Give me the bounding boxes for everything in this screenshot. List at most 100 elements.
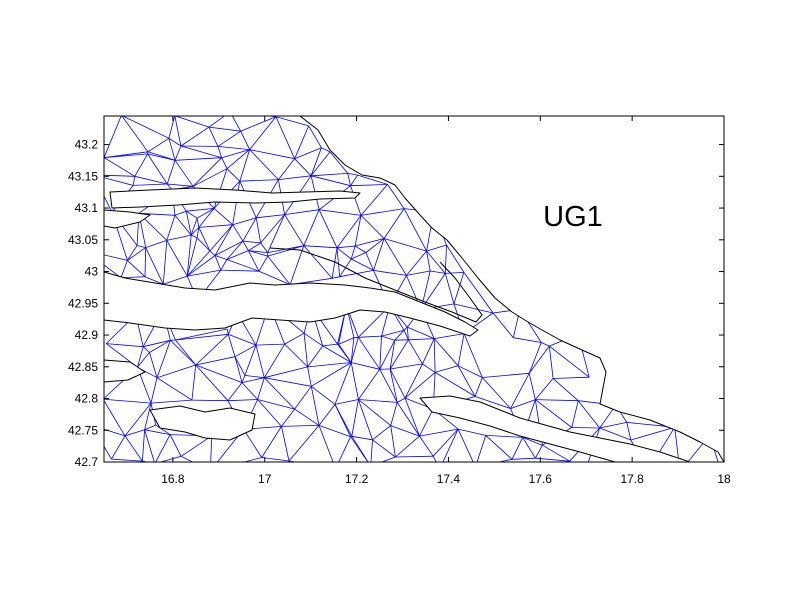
mesh-edge — [389, 368, 406, 399]
mesh-edge — [156, 364, 196, 379]
mesh-edge — [198, 224, 233, 228]
mesh-edge — [144, 403, 152, 430]
mesh-edge — [430, 270, 446, 274]
mesh-edge — [220, 269, 260, 272]
mesh-edge — [458, 428, 486, 436]
mesh-edge — [434, 365, 459, 373]
x-tick-label: 17.6 — [529, 472, 553, 486]
mesh-edge — [195, 364, 243, 383]
mesh-edge — [599, 422, 627, 429]
mesh-edge — [321, 147, 331, 153]
mesh-edge — [577, 400, 601, 429]
peninsula-coastline — [269, 247, 483, 323]
mesh-edge — [457, 428, 474, 462]
mesh-edge — [168, 138, 176, 161]
mesh-edge — [127, 247, 146, 261]
mesh-edge — [240, 131, 250, 150]
mesh-edge — [395, 455, 434, 458]
mesh-edge — [372, 425, 391, 441]
mesh-edge — [403, 330, 409, 340]
mesh-edge — [180, 435, 212, 457]
mesh-edge — [242, 457, 262, 462]
mesh-edge — [226, 240, 244, 260]
mesh-edge — [373, 238, 385, 271]
mesh-edge — [358, 399, 391, 426]
mesh-edge — [522, 437, 543, 446]
y-tick-label: 43.1 — [75, 201, 99, 215]
mesh-edge — [528, 373, 536, 400]
mesh-edge — [147, 153, 176, 161]
mesh-edge — [124, 402, 152, 437]
mesh-edge — [407, 326, 435, 339]
mesh-edge — [334, 404, 351, 437]
y-tick-label: 42.85 — [68, 360, 98, 374]
mesh-edge — [310, 147, 322, 176]
island-coastline — [109, 187, 361, 209]
mesh-edge — [308, 125, 322, 148]
mesh-edge — [350, 245, 356, 260]
mesh-edge — [310, 386, 320, 426]
mesh-edge — [513, 337, 542, 343]
mesh-edge — [226, 259, 260, 272]
mesh-edge — [255, 345, 265, 378]
mesh-edge — [548, 346, 554, 379]
mesh-edge — [528, 345, 550, 374]
mesh-edge — [422, 338, 435, 365]
mesh-edge — [307, 345, 324, 368]
mesh-edge — [241, 375, 246, 383]
mesh-edge — [497, 458, 513, 462]
mesh-edge — [379, 369, 398, 403]
mesh-edge — [390, 425, 420, 437]
mesh-edge — [248, 250, 268, 257]
mesh-edge — [149, 352, 158, 378]
mesh-edge — [213, 208, 233, 226]
mesh-edge — [397, 397, 406, 403]
mesh-edge — [426, 250, 446, 274]
mesh-edge — [186, 235, 192, 277]
mesh-edge — [191, 234, 198, 239]
mesh-edge — [234, 356, 246, 376]
mesh-edge — [240, 116, 277, 132]
mesh-edge — [281, 426, 290, 462]
mesh-edge — [528, 342, 542, 374]
mesh-edge — [145, 240, 167, 248]
mesh-edge — [243, 429, 263, 458]
mesh-edge — [195, 364, 229, 401]
mesh-edge — [196, 227, 200, 238]
mesh-edge — [147, 153, 168, 185]
mesh-edge — [104, 264, 122, 279]
mesh-edge — [390, 402, 398, 426]
mesh-edge — [442, 428, 459, 462]
mesh-edge — [434, 372, 476, 397]
mesh-edge — [144, 247, 147, 277]
mesh-edge — [334, 362, 352, 405]
mesh-edge — [186, 237, 198, 277]
mesh-edge — [190, 218, 198, 236]
mesh-edge — [133, 183, 168, 186]
mesh-edge — [214, 240, 244, 256]
mesh-edge — [147, 137, 170, 153]
mesh-edge — [104, 116, 122, 158]
mesh-edge — [350, 174, 359, 186]
mesh-edge — [121, 116, 149, 153]
mesh-edge — [168, 137, 182, 147]
mesh-edge — [571, 427, 600, 429]
mesh-edge — [389, 368, 398, 403]
mesh-edge — [185, 211, 192, 236]
mesh-edge — [381, 329, 405, 337]
mesh-edge — [303, 209, 320, 246]
mesh-edge — [111, 435, 126, 460]
mesh-edge — [221, 157, 228, 169]
mesh-edge — [336, 247, 341, 277]
mesh-edge — [124, 435, 143, 462]
mesh-edge — [404, 397, 420, 437]
mesh-edge — [404, 363, 423, 399]
mesh-edge — [260, 214, 285, 244]
mesh-edge — [365, 238, 385, 253]
mesh-edge — [318, 425, 334, 462]
mesh-edge — [329, 151, 349, 174]
mesh-edge — [294, 147, 322, 160]
x-tick-label: 17.4 — [437, 472, 461, 486]
mesh-edge — [406, 327, 409, 340]
y-tick-label: 42.95 — [68, 296, 98, 310]
